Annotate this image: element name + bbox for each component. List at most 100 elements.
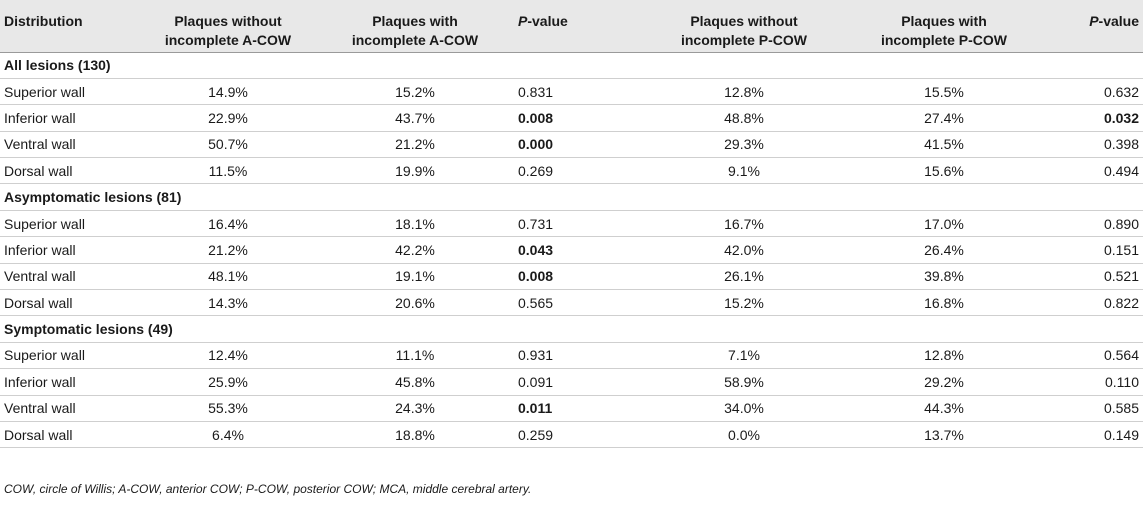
- cell-pvalue-a: 0.008: [514, 104, 644, 132]
- cell-a-with: 18.1%: [316, 210, 514, 238]
- table-row: Ventral wall 48.1% 19.1% 0.008 26.1% 39.8% 0.5…: [0, 263, 1143, 291]
- section-row: Symptomatic lesions (49): [0, 315, 1143, 343]
- row-label: Inferior wall: [0, 368, 140, 396]
- cell-pvalue-p: 0.564: [1044, 342, 1143, 370]
- table-row: Inferior wall 22.9% 43.7% 0.008 48.8% 27.4% 0.…: [0, 104, 1143, 132]
- section-title: Symptomatic lesions (49): [0, 315, 1143, 343]
- cell-p-without: 26.1%: [644, 263, 844, 291]
- cell-p-without: 58.9%: [644, 368, 844, 396]
- cell-pvalue-a: 0.731: [514, 210, 644, 238]
- cell-a-with: 21.2%: [316, 131, 514, 159]
- data-table: Distribution Plaques without incomplete …: [0, 0, 1143, 449]
- header-distribution: Distribution: [0, 0, 140, 53]
- cell-pvalue-p: 0.151: [1044, 236, 1143, 264]
- cell-a-with: 20.6%: [316, 289, 514, 317]
- cell-a-without: 48.1%: [140, 263, 316, 291]
- row-label: Inferior wall: [0, 236, 140, 264]
- cell-p-without: 15.2%: [644, 289, 844, 317]
- cell-p-without: 34.0%: [644, 395, 844, 422]
- row-label: Ventral wall: [0, 395, 140, 422]
- cell-p-without: 16.7%: [644, 210, 844, 238]
- pvalue-italic-p: P: [1089, 13, 1099, 29]
- section-title: All lesions (130): [0, 52, 1143, 79]
- header-line2: incomplete P-COW: [680, 32, 807, 48]
- header-pvalue-a: P-value: [514, 0, 644, 53]
- cell-pvalue-a: 0.091: [514, 368, 644, 396]
- cell-a-without: 25.9%: [140, 368, 316, 396]
- cell-a-with: 19.9%: [316, 157, 514, 185]
- cell-pvalue-p: 0.149: [1044, 421, 1143, 449]
- cell-pvalue-a: 0.008: [514, 263, 644, 291]
- cell-a-without: 22.9%: [140, 104, 316, 132]
- table-row: Superior wall 12.4% 11.1% 0.931 7.1% 12.8% 0.5…: [0, 342, 1143, 370]
- cell-p-without: 12.8%: [644, 78, 844, 106]
- cell-a-with: 42.2%: [316, 236, 514, 264]
- pvalue-suffix: -value: [527, 13, 568, 29]
- cell-a-with: 19.1%: [316, 263, 514, 291]
- cell-a-without: 14.3%: [140, 289, 316, 317]
- cell-pvalue-a: 0.269: [514, 157, 644, 185]
- table-row: Dorsal wall 14.3% 20.6% 0.565 15.2% 16.8% 0.82…: [0, 289, 1143, 317]
- header-a-with: Plaques with incomplete A-COW: [316, 0, 514, 53]
- table-row: Superior wall 14.9% 15.2% 0.831 12.8% 15.5% 0.…: [0, 78, 1143, 106]
- cell-p-with: 29.2%: [844, 368, 1044, 396]
- section-title: Asymptomatic lesions (81): [0, 183, 1143, 211]
- cell-a-with: 45.8%: [316, 368, 514, 396]
- cell-pvalue-a: 0.831: [514, 78, 644, 106]
- cell-a-with: 11.1%: [316, 342, 514, 370]
- pvalue-label: P-value: [1089, 13, 1139, 29]
- table-row: Inferior wall 21.2% 42.2% 0.043 42.0% 26.4% 0.…: [0, 236, 1143, 264]
- header-a-without: Plaques without incomplete A-COW: [140, 0, 316, 53]
- cell-pvalue-a: 0.565: [514, 289, 644, 317]
- cell-pvalue-p: 0.494: [1044, 157, 1143, 185]
- cell-p-without: 9.1%: [644, 157, 844, 185]
- cell-a-without: 6.4%: [140, 421, 316, 449]
- cell-p-without: 48.8%: [644, 104, 844, 132]
- cell-p-with: 26.4%: [844, 236, 1044, 264]
- pvalue-suffix: -value: [1098, 13, 1139, 29]
- cell-pvalue-a: 0.043: [514, 236, 644, 264]
- cell-a-without: 16.4%: [140, 210, 316, 238]
- table-row: Dorsal wall 11.5% 19.9% 0.269 9.1% 15.6% 0.494: [0, 157, 1143, 185]
- cell-p-with: 39.8%: [844, 263, 1044, 291]
- header-line2: incomplete A-COW: [164, 32, 292, 48]
- cell-pvalue-p: 0.632: [1044, 78, 1143, 106]
- cell-pvalue-p: 0.032: [1044, 104, 1143, 132]
- header-p-with: Plaques with incomplete P-COW: [844, 0, 1044, 53]
- row-label: Superior wall: [0, 342, 140, 370]
- cell-pvalue-p: 0.521: [1044, 263, 1143, 291]
- cell-pvalue-p: 0.822: [1044, 289, 1143, 317]
- cell-p-without: 0.0%: [644, 421, 844, 449]
- cell-pvalue-a: 0.931: [514, 342, 644, 370]
- header-text: Distribution: [4, 13, 83, 29]
- cell-p-with: 13.7%: [844, 421, 1044, 449]
- row-label: Ventral wall: [0, 131, 140, 159]
- cell-p-without: 29.3%: [644, 131, 844, 159]
- cell-pvalue-p: 0.398: [1044, 131, 1143, 159]
- cell-p-with: 15.6%: [844, 157, 1044, 185]
- table-row: Ventral wall 55.3% 24.3% 0.011 34.0% 44.3% 0.5…: [0, 395, 1143, 422]
- cell-a-without: 11.5%: [140, 157, 316, 185]
- table-footnote: COW, circle of Willis; A-COW, anterior C…: [4, 482, 532, 496]
- header-line1: Plaques without: [690, 13, 798, 29]
- section-row: All lesions (130): [0, 52, 1143, 79]
- cell-a-without: 12.4%: [140, 342, 316, 370]
- header-line2: incomplete P-COW: [880, 32, 1007, 48]
- section-row: Asymptomatic lesions (81): [0, 183, 1143, 211]
- header-line2: incomplete A-COW: [351, 32, 479, 48]
- cell-a-with: 43.7%: [316, 104, 514, 132]
- row-label: Superior wall: [0, 78, 140, 106]
- table-row: Inferior wall 25.9% 45.8% 0.091 58.9% 29.2% 0.…: [0, 368, 1143, 396]
- row-label: Inferior wall: [0, 104, 140, 132]
- table-body: All lesions (130) Superior wall 14.9% 15.2%…: [0, 52, 1143, 449]
- row-label: Dorsal wall: [0, 421, 140, 449]
- cell-a-with: 15.2%: [316, 78, 514, 106]
- cell-pvalue-p: 0.890: [1044, 210, 1143, 238]
- cell-a-with: 24.3%: [316, 395, 514, 422]
- cell-p-with: 15.5%: [844, 78, 1044, 106]
- table-header-row: Distribution Plaques without incomplete …: [0, 0, 1143, 53]
- row-label: Dorsal wall: [0, 157, 140, 185]
- header-pvalue-p: P-value: [1044, 0, 1143, 53]
- cell-p-with: 17.0%: [844, 210, 1044, 238]
- cell-p-with: 41.5%: [844, 131, 1044, 159]
